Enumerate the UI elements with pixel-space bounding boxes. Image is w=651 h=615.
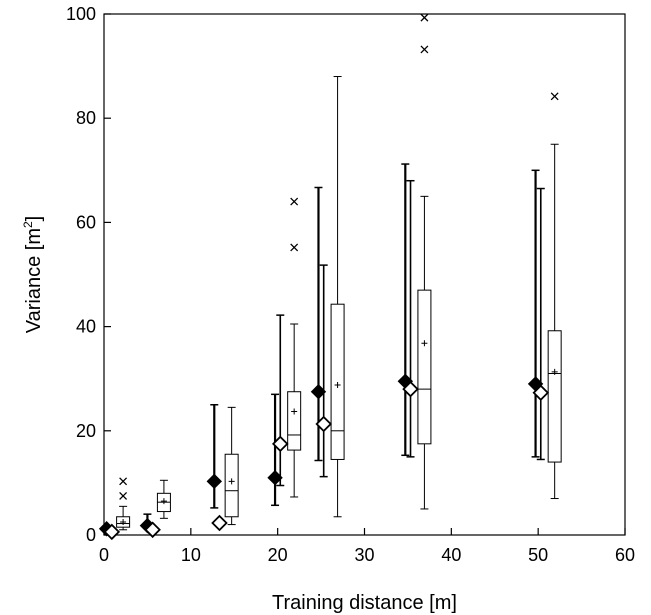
box-iqr [417, 289, 432, 445]
box-mean-plus [120, 518, 127, 525]
diamond-markers [98, 373, 550, 541]
open-diamond-marker [271, 435, 289, 453]
box-mean-plus [551, 368, 558, 375]
open-diamond-marker [402, 380, 419, 398]
open-diamond-marker [103, 523, 121, 541]
box-iqr [287, 391, 302, 451]
outlier-x-marker [290, 197, 299, 206]
y-axis-title-close: ] [23, 216, 45, 222]
x-tick-label: 20 [268, 545, 288, 565]
box-series [116, 13, 562, 531]
x-axis-title: Training distance [m] [272, 592, 457, 614]
y-tick-label: 100 [66, 4, 96, 24]
filled-diamond-marker [206, 473, 222, 490]
y-axis-ticks: 0 20 40 60 80 100 [66, 4, 111, 545]
open-diamond-marker [211, 514, 228, 532]
y-axis-title: Variance [m2] [21, 216, 45, 333]
open-diamond-marker [532, 384, 550, 402]
x-tick-label: 50 [528, 545, 548, 565]
x-axis-ticks: 0 10 20 30 40 50 60 [99, 528, 635, 565]
outlier-x-marker [550, 92, 559, 101]
box-mean-plus [291, 408, 298, 415]
outlier-x-marker [290, 243, 299, 252]
x-tick-label: 30 [354, 545, 374, 565]
filled-diamond-marker [267, 469, 283, 486]
x-tick-label: 10 [181, 545, 201, 565]
y-tick-label: 0 [86, 525, 96, 545]
y-tick-label: 20 [76, 421, 96, 441]
y-tick-label: 60 [76, 212, 96, 232]
y-tick-label: 80 [76, 108, 96, 128]
box-iqr [330, 303, 345, 460]
y-axis-title-superscript: 2 [21, 221, 35, 228]
y-tick-label: 40 [76, 317, 96, 337]
outlier-x-marker [420, 45, 429, 54]
box-mean-plus [334, 381, 341, 388]
x-tick-label: 0 [99, 545, 109, 565]
box-iqr [224, 453, 239, 518]
filled-diamond-marker [310, 384, 327, 400]
marker-whiskers [143, 163, 545, 526]
box-iqr [547, 330, 562, 463]
x-tick-label: 60 [615, 545, 635, 565]
outlier-x-marker [420, 13, 429, 22]
box-mean-plus [228, 478, 235, 485]
box-mean-plus [160, 498, 167, 505]
plot-frame [103, 13, 626, 536]
box-mean-plus [421, 340, 428, 347]
open-diamond-marker [144, 521, 161, 539]
y-axis-title-main: Variance [m [23, 228, 45, 333]
x-tick-label: 40 [441, 545, 461, 565]
open-diamond-marker [315, 415, 332, 433]
outlier-x-marker [119, 477, 128, 486]
outlier-x-marker [119, 491, 128, 500]
